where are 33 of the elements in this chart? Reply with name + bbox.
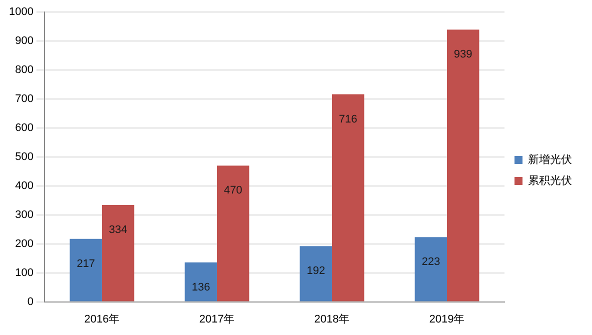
y-tick-label: 400 (15, 180, 34, 192)
y-tick-label: 700 (15, 92, 34, 105)
bar (70, 238, 102, 302)
bar (184, 262, 217, 302)
x-tick-label: 2016年 (84, 313, 120, 326)
data-label: 470 (224, 184, 242, 197)
data-label: 939 (454, 48, 472, 61)
data-label: 217 (76, 258, 96, 270)
legend-label: 新增光伏 (528, 153, 572, 166)
data-label: 334 (108, 224, 128, 236)
bar (332, 94, 364, 302)
y-tick-label: 0 (27, 296, 34, 308)
x-tick-label: 2019年 (429, 313, 465, 326)
y-tick-label: 600 (15, 122, 34, 134)
data-label: 192 (306, 265, 326, 278)
bar (414, 237, 447, 302)
x-tick-label: 2017年 (199, 313, 235, 326)
x-tick-label: 2018年 (314, 313, 350, 326)
bar (446, 30, 480, 302)
data-label: 136 (192, 281, 210, 294)
y-tick-label: 1000 (8, 6, 34, 18)
y-tick-label: 800 (15, 64, 34, 76)
y-tick-label: 300 (15, 208, 34, 221)
y-tick-label: 200 (15, 238, 34, 250)
bar (216, 166, 250, 302)
data-label: 223 (422, 256, 440, 268)
y-tick-label: 900 (15, 35, 34, 48)
y-tick-label: 100 (15, 266, 34, 279)
legend-label: 累积光伏 (528, 174, 572, 188)
bar (102, 205, 134, 302)
data-label: 716 (338, 113, 358, 126)
bar (300, 246, 332, 302)
y-tick-label: 500 (15, 150, 34, 163)
